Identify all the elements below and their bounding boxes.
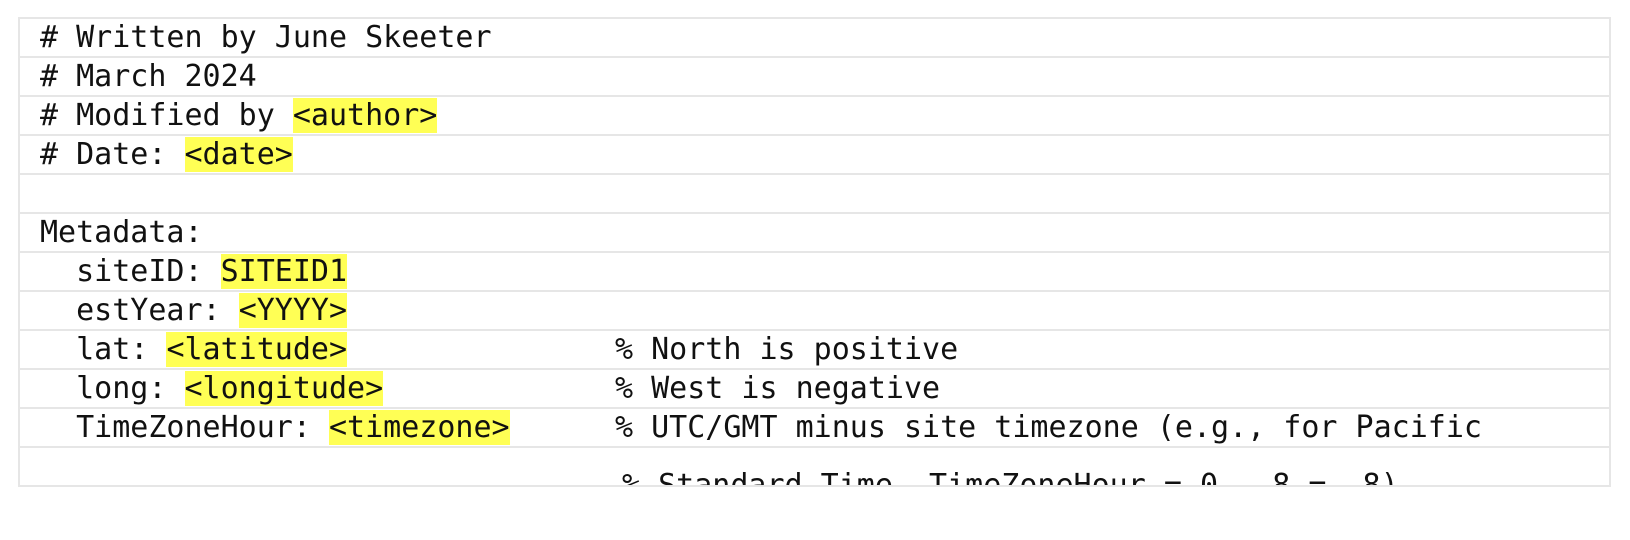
code-row: % Standard Time, TimeZoneHour = 0 – 8 = … xyxy=(18,446,1611,487)
code-line: # Date: <date> xyxy=(40,137,1608,172)
code-text: # Written by June Skeeter xyxy=(40,20,492,55)
placeholder-highlight: <YYYY> xyxy=(238,293,348,328)
code-line: # Written by June Skeeter xyxy=(40,20,1608,55)
placeholder-highlight: <timezone> xyxy=(328,410,510,445)
code-row xyxy=(18,173,1611,214)
code-line: siteID: SITEID1 xyxy=(40,254,1608,289)
code-text: estYear: xyxy=(40,293,239,328)
placeholder-highlight: <date> xyxy=(184,137,293,172)
code-row: # Date: <date> xyxy=(18,134,1611,175)
code-comment: % Standard Time, TimeZoneHour = 0 – 8 = … xyxy=(622,467,1399,486)
code-line: estYear: <YYYY> xyxy=(40,293,1608,328)
code-row: # March 2024 xyxy=(18,56,1611,97)
code-cell: TimeZoneHour: <timezone> % UTC/GMT minus … xyxy=(18,407,1611,448)
code-line: lat: <latitude> % North is positive xyxy=(40,332,1608,367)
code-row: TimeZoneHour: <timezone> % UTC/GMT minus … xyxy=(18,407,1611,448)
code-row: siteID: SITEID1 xyxy=(18,251,1611,292)
code-line: # Modified by <author> xyxy=(40,98,1608,133)
code-text: Metadata: xyxy=(40,215,203,250)
placeholder-highlight: <author> xyxy=(292,98,438,133)
code-row: # Modified by <author> xyxy=(18,95,1611,136)
code-line: long: <longitude> % West is negative xyxy=(40,371,1608,406)
code-line: TimeZoneHour: <timezone> % UTC/GMT minus … xyxy=(40,410,1608,445)
code-block: # Written by June Skeeter # March 2024 #… xyxy=(18,17,1611,487)
code-line: # March 2024 xyxy=(40,59,1608,94)
code-cell: # Written by June Skeeter xyxy=(18,17,1611,58)
code-text: # Modified by xyxy=(40,98,293,133)
code-text: long: xyxy=(40,371,185,406)
placeholder-highlight: <longitude> xyxy=(184,371,384,406)
code-cell: estYear: <YYYY> xyxy=(18,290,1611,331)
code-row: estYear: <YYYY> xyxy=(18,290,1611,331)
code-row: # Written by June Skeeter xyxy=(18,17,1611,58)
code-cell: Metadata: xyxy=(18,212,1611,253)
code-cell: # Modified by <author> xyxy=(18,95,1611,136)
code-cell: % Standard Time, TimeZoneHour = 0 – 8 = … xyxy=(18,446,1611,487)
code-text: TimeZoneHour: xyxy=(40,410,329,445)
code-comment: % North is positive xyxy=(615,332,959,367)
code-row: lat: <latitude> % North is positive xyxy=(18,329,1611,370)
code-text: # Date: xyxy=(40,137,185,172)
placeholder-highlight: <latitude> xyxy=(166,332,348,367)
code-comment: % West is negative xyxy=(615,371,941,406)
code-cell: siteID: SITEID1 xyxy=(18,251,1611,292)
code-cell: # March 2024 xyxy=(18,56,1611,97)
code-cell: # Date: <date> xyxy=(18,134,1611,175)
code-row: long: <longitude> % West is negative xyxy=(18,368,1611,409)
code-text: lat: xyxy=(40,332,167,367)
code-text: siteID: xyxy=(40,254,221,289)
code-comment: % UTC/GMT minus site timezone (e.g., for… xyxy=(615,410,1482,445)
code-text: # March 2024 xyxy=(40,59,257,94)
code-line: Metadata: xyxy=(40,215,1608,250)
placeholder-highlight: SITEID1 xyxy=(220,254,348,289)
code-row: Metadata: xyxy=(18,212,1611,253)
code-cell: lat: <latitude> % North is positive xyxy=(18,329,1611,370)
code-cell xyxy=(18,173,1611,214)
code-cell: long: <longitude> % West is negative xyxy=(18,368,1611,409)
